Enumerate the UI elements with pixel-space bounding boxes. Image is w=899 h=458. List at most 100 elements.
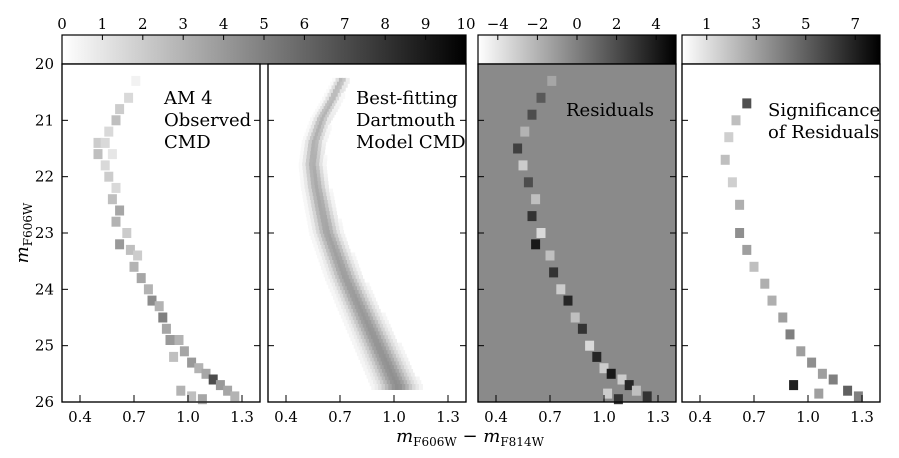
model-cell: [302, 158, 307, 165]
model-cell: [338, 256, 343, 263]
model-cell: [321, 245, 326, 251]
model-cell: [322, 139, 327, 146]
model-cell: [325, 222, 329, 229]
heatmap-cell: [778, 312, 788, 323]
colorbar-tick-label: 7: [850, 15, 860, 33]
model-cell: [362, 338, 367, 345]
model-cell: [312, 158, 317, 165]
model-cell: [329, 230, 334, 236]
model-cell: [366, 357, 371, 364]
panel-significance: [681, 63, 881, 403]
model-cell: [332, 267, 337, 274]
model-cell: [352, 316, 357, 323]
panel-label-line: Residuals: [566, 100, 654, 121]
model-cell: [404, 365, 409, 372]
heatmap-cell: [735, 228, 745, 238]
model-cell: [340, 278, 345, 285]
heatmap-cell: [111, 182, 121, 193]
x-tick-label: 1.0: [592, 408, 616, 426]
heatmap-cell: [531, 194, 541, 205]
model-cell: [328, 245, 333, 251]
model-cell: [367, 320, 372, 327]
model-cell: [336, 286, 341, 293]
model-cell: [403, 372, 408, 379]
model-cell: [401, 384, 406, 390]
model-cell: [381, 369, 386, 375]
colorbar-tick-label: −4: [487, 15, 509, 33]
model-cell: [404, 357, 409, 364]
model-cell: [302, 166, 307, 173]
model-cell: [326, 278, 331, 285]
model-cell: [333, 293, 337, 300]
model-cell: [386, 380, 391, 387]
model-cell: [332, 226, 337, 233]
model-cell: [322, 121, 327, 128]
model-cell: [349, 267, 354, 274]
model-cell: [318, 139, 323, 146]
model-cell: [307, 151, 311, 158]
model-cell: [415, 376, 420, 383]
model-cell: [365, 290, 370, 297]
model-cell: [378, 320, 383, 327]
model-cell: [330, 241, 335, 248]
model-cell: [397, 350, 402, 357]
model-cell: [350, 286, 355, 293]
model-cell: [385, 376, 390, 383]
model-cell: [348, 263, 353, 270]
model-cell: [353, 342, 358, 349]
x-tick-label: 0.4: [688, 408, 712, 426]
model-cell: [345, 245, 350, 251]
model-cell: [350, 260, 355, 266]
model-cell: [324, 233, 329, 240]
heatmap-cell: [179, 346, 189, 357]
model-cell: [325, 267, 330, 274]
model-cell: [315, 248, 320, 255]
model-cell: [358, 305, 363, 312]
model-cell: [370, 293, 375, 300]
model-cell: [326, 128, 331, 135]
y-tick-label: 21: [35, 111, 54, 129]
model-cell: [329, 226, 334, 233]
heatmap-cell: [107, 149, 117, 160]
model-cell: [336, 248, 341, 255]
model-cell: [378, 384, 383, 390]
model-cell: [335, 256, 340, 263]
model-cell: [350, 293, 354, 300]
colorbar-tick-label: 0: [57, 15, 67, 33]
model-cell: [353, 301, 358, 308]
model-cell: [304, 203, 309, 210]
model-cell: [330, 215, 335, 221]
model-cell: [345, 256, 350, 263]
model-cell: [388, 361, 393, 368]
model-cell: [373, 316, 378, 323]
panel-label-line: AM 4: [163, 88, 213, 109]
model-cell: [355, 275, 360, 282]
model-cell: [358, 282, 363, 289]
model-cell: [335, 237, 340, 244]
model-cell: [358, 346, 363, 353]
heatmap-cell: [570, 312, 580, 323]
heatmap-cell: [724, 132, 734, 143]
model-cell: [322, 192, 327, 199]
heatmap-cell: [131, 75, 141, 86]
model-cell: [343, 278, 348, 285]
heatmap-cell: [760, 278, 770, 289]
model-cell: [368, 346, 373, 353]
model-cell: [347, 320, 352, 327]
model-cell: [329, 286, 334, 293]
model-cell: [322, 96, 327, 103]
model-cell: [337, 92, 342, 99]
model-cell: [352, 338, 357, 345]
heatmap-cell: [585, 340, 595, 351]
model-cell: [389, 346, 394, 353]
model-cell: [356, 350, 361, 357]
model-cell: [340, 271, 345, 278]
model-cell: [312, 162, 317, 169]
model-cell: [318, 245, 322, 251]
model-cell: [317, 252, 322, 259]
model-cell: [357, 271, 362, 278]
model-cell: [357, 327, 362, 334]
model-cell: [342, 308, 347, 315]
heatmap-cell: [742, 244, 752, 255]
model-cell: [335, 245, 339, 251]
